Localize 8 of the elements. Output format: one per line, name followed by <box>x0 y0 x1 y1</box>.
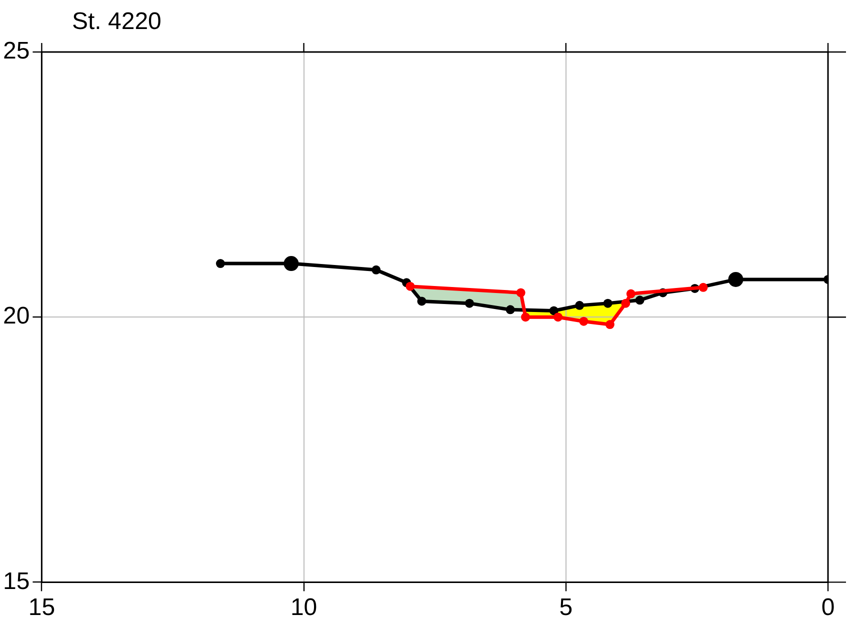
chart-title: St. 4220 <box>72 8 162 36</box>
y-tick-label: 15 <box>2 568 30 595</box>
x-tick-label: 5 <box>559 594 573 622</box>
x-tick-label: 15 <box>28 594 56 622</box>
x-tick-label: 10 <box>290 594 318 622</box>
y-tick-label: 20 <box>2 302 30 330</box>
x-tick-label: 0 <box>821 594 835 622</box>
y-tick-label: 25 <box>2 38 30 65</box>
